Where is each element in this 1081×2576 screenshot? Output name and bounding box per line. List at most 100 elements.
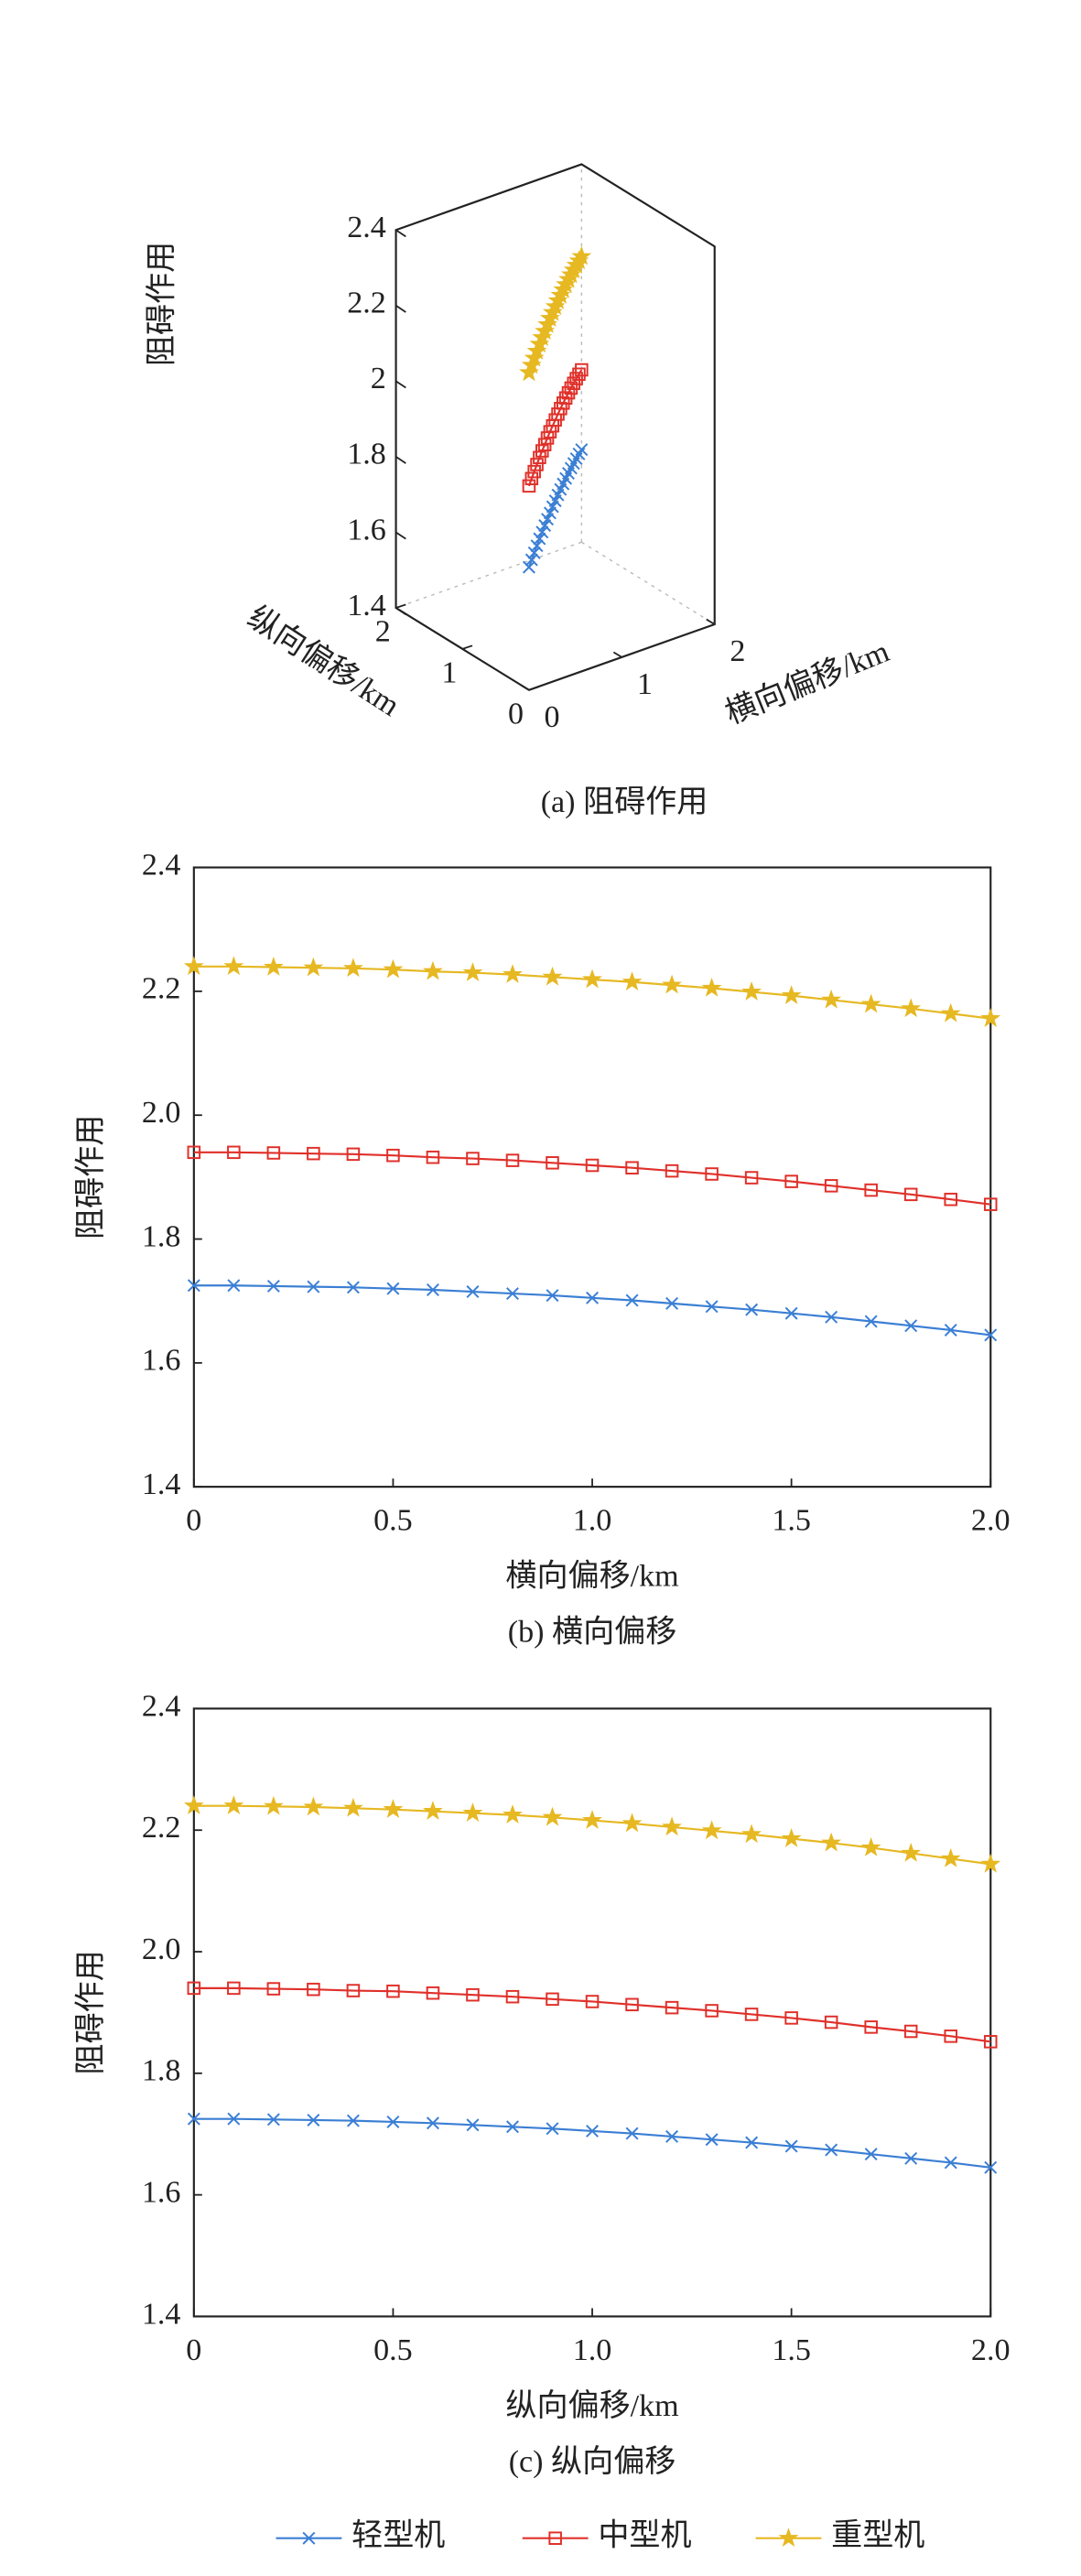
marker-x <box>745 2136 759 2149</box>
marker-square <box>227 1981 241 1996</box>
z-tick <box>395 305 406 313</box>
marker-star <box>223 956 244 976</box>
marker-x <box>944 2156 957 2170</box>
marker-star <box>183 1795 204 1814</box>
y-tick-label: 1.6 <box>142 2175 181 2209</box>
z-tick-label: 1.4 <box>347 589 386 622</box>
marker-star <box>582 969 602 989</box>
marker-square <box>546 1992 559 2007</box>
marker-star <box>542 966 563 986</box>
marker-star <box>423 1801 443 1820</box>
marker-x <box>586 2124 600 2138</box>
marker-star <box>821 989 842 1009</box>
marker-star <box>901 1842 922 1862</box>
marker-square <box>944 1192 957 1207</box>
y-tick-label: 2.0 <box>142 1932 181 1966</box>
x-tick-label: 1.0 <box>573 2333 612 2367</box>
marker-square <box>585 1158 600 1173</box>
marker-star <box>263 1795 284 1815</box>
marker-star <box>860 993 881 1013</box>
x-tick-label: 0 <box>186 1503 201 1537</box>
z-tick-label: 1.8 <box>347 438 386 471</box>
marker-x <box>346 1281 360 1294</box>
z-tick <box>395 380 406 389</box>
marker-star <box>701 977 722 997</box>
marker-square <box>466 1987 480 2002</box>
marker-star <box>821 1832 842 1852</box>
z-tick <box>395 456 406 464</box>
marker-x <box>864 2148 878 2161</box>
marker-star <box>383 1799 404 1818</box>
marker-star <box>263 956 284 976</box>
marker-x <box>705 2133 719 2147</box>
x-tick <box>520 684 530 691</box>
legend-label: 重型机 <box>831 2518 924 2553</box>
marker-square <box>705 1167 719 1181</box>
marker-star <box>781 1828 802 1847</box>
marker-square <box>784 2011 798 2025</box>
marker-square <box>187 1145 201 1160</box>
x-tick-label: 1.5 <box>772 1503 811 1537</box>
y-tick <box>528 686 539 691</box>
marker-star <box>662 974 683 994</box>
y-tick-label: 2.4 <box>142 848 181 882</box>
marker-x <box>426 2116 439 2130</box>
marker-x <box>266 1279 280 1293</box>
marker-star <box>701 1820 722 1840</box>
marker-x <box>307 1280 320 1293</box>
caption: (c) 纵向偏移 <box>509 2444 676 2479</box>
marker-square <box>386 1148 400 1163</box>
marker-square <box>625 1161 639 1174</box>
x-tick-label: 0.5 <box>373 1503 413 1537</box>
marker-square <box>744 1171 759 1185</box>
z-tick-label: 2 <box>371 362 386 395</box>
marker-x <box>530 539 544 553</box>
marker-square <box>227 1145 241 1160</box>
marker-star <box>383 958 404 979</box>
marker-star <box>662 1816 683 1836</box>
marker-star <box>423 960 443 980</box>
marker-x <box>904 1319 918 1333</box>
series-line <box>193 1284 991 1337</box>
marker-star <box>741 1824 762 1844</box>
marker-x <box>426 1283 439 1296</box>
marker-square <box>530 458 544 471</box>
series-line <box>193 2117 991 2169</box>
marker-star <box>462 1802 483 1822</box>
marker-star <box>223 1795 244 1814</box>
marker-star <box>901 998 922 1018</box>
marker-x <box>307 2113 320 2127</box>
marker-star <box>571 245 592 265</box>
z-tick <box>395 229 406 238</box>
legend-marker <box>778 2527 799 2548</box>
marker-x <box>745 1303 759 1316</box>
x-axis-title: 纵向偏移/km <box>505 2388 678 2423</box>
marker-x <box>586 1291 600 1304</box>
marker-x <box>575 443 589 457</box>
marker-square <box>903 1187 918 1202</box>
y-tick-label: 0 <box>508 697 524 731</box>
marker-square <box>944 2029 957 2043</box>
marker-x <box>825 1310 838 1324</box>
marker-square <box>346 1984 361 1997</box>
marker-star <box>741 981 762 1001</box>
marker-square <box>527 464 541 479</box>
marker-square <box>665 2000 679 2015</box>
z-tick-label: 2.4 <box>347 211 386 244</box>
legend-marker <box>302 2531 316 2545</box>
x-tick-label: 0.5 <box>373 2333 413 2367</box>
marker-star <box>980 1853 1001 1873</box>
box-back-edge <box>580 541 716 625</box>
marker-square <box>864 2020 878 2034</box>
marker-square <box>307 1146 320 1161</box>
marker-x <box>466 2118 480 2132</box>
marker-x <box>187 1279 200 1293</box>
legend-label: 轻型机 <box>351 2518 445 2553</box>
marker-x <box>466 1285 480 1299</box>
marker-square <box>466 1152 480 1165</box>
series-line <box>193 1151 991 1206</box>
marker-square <box>346 1147 361 1162</box>
marker-x <box>944 1323 957 1337</box>
caption: (a) 阻碍作用 <box>541 785 708 819</box>
marker-square <box>524 471 539 486</box>
